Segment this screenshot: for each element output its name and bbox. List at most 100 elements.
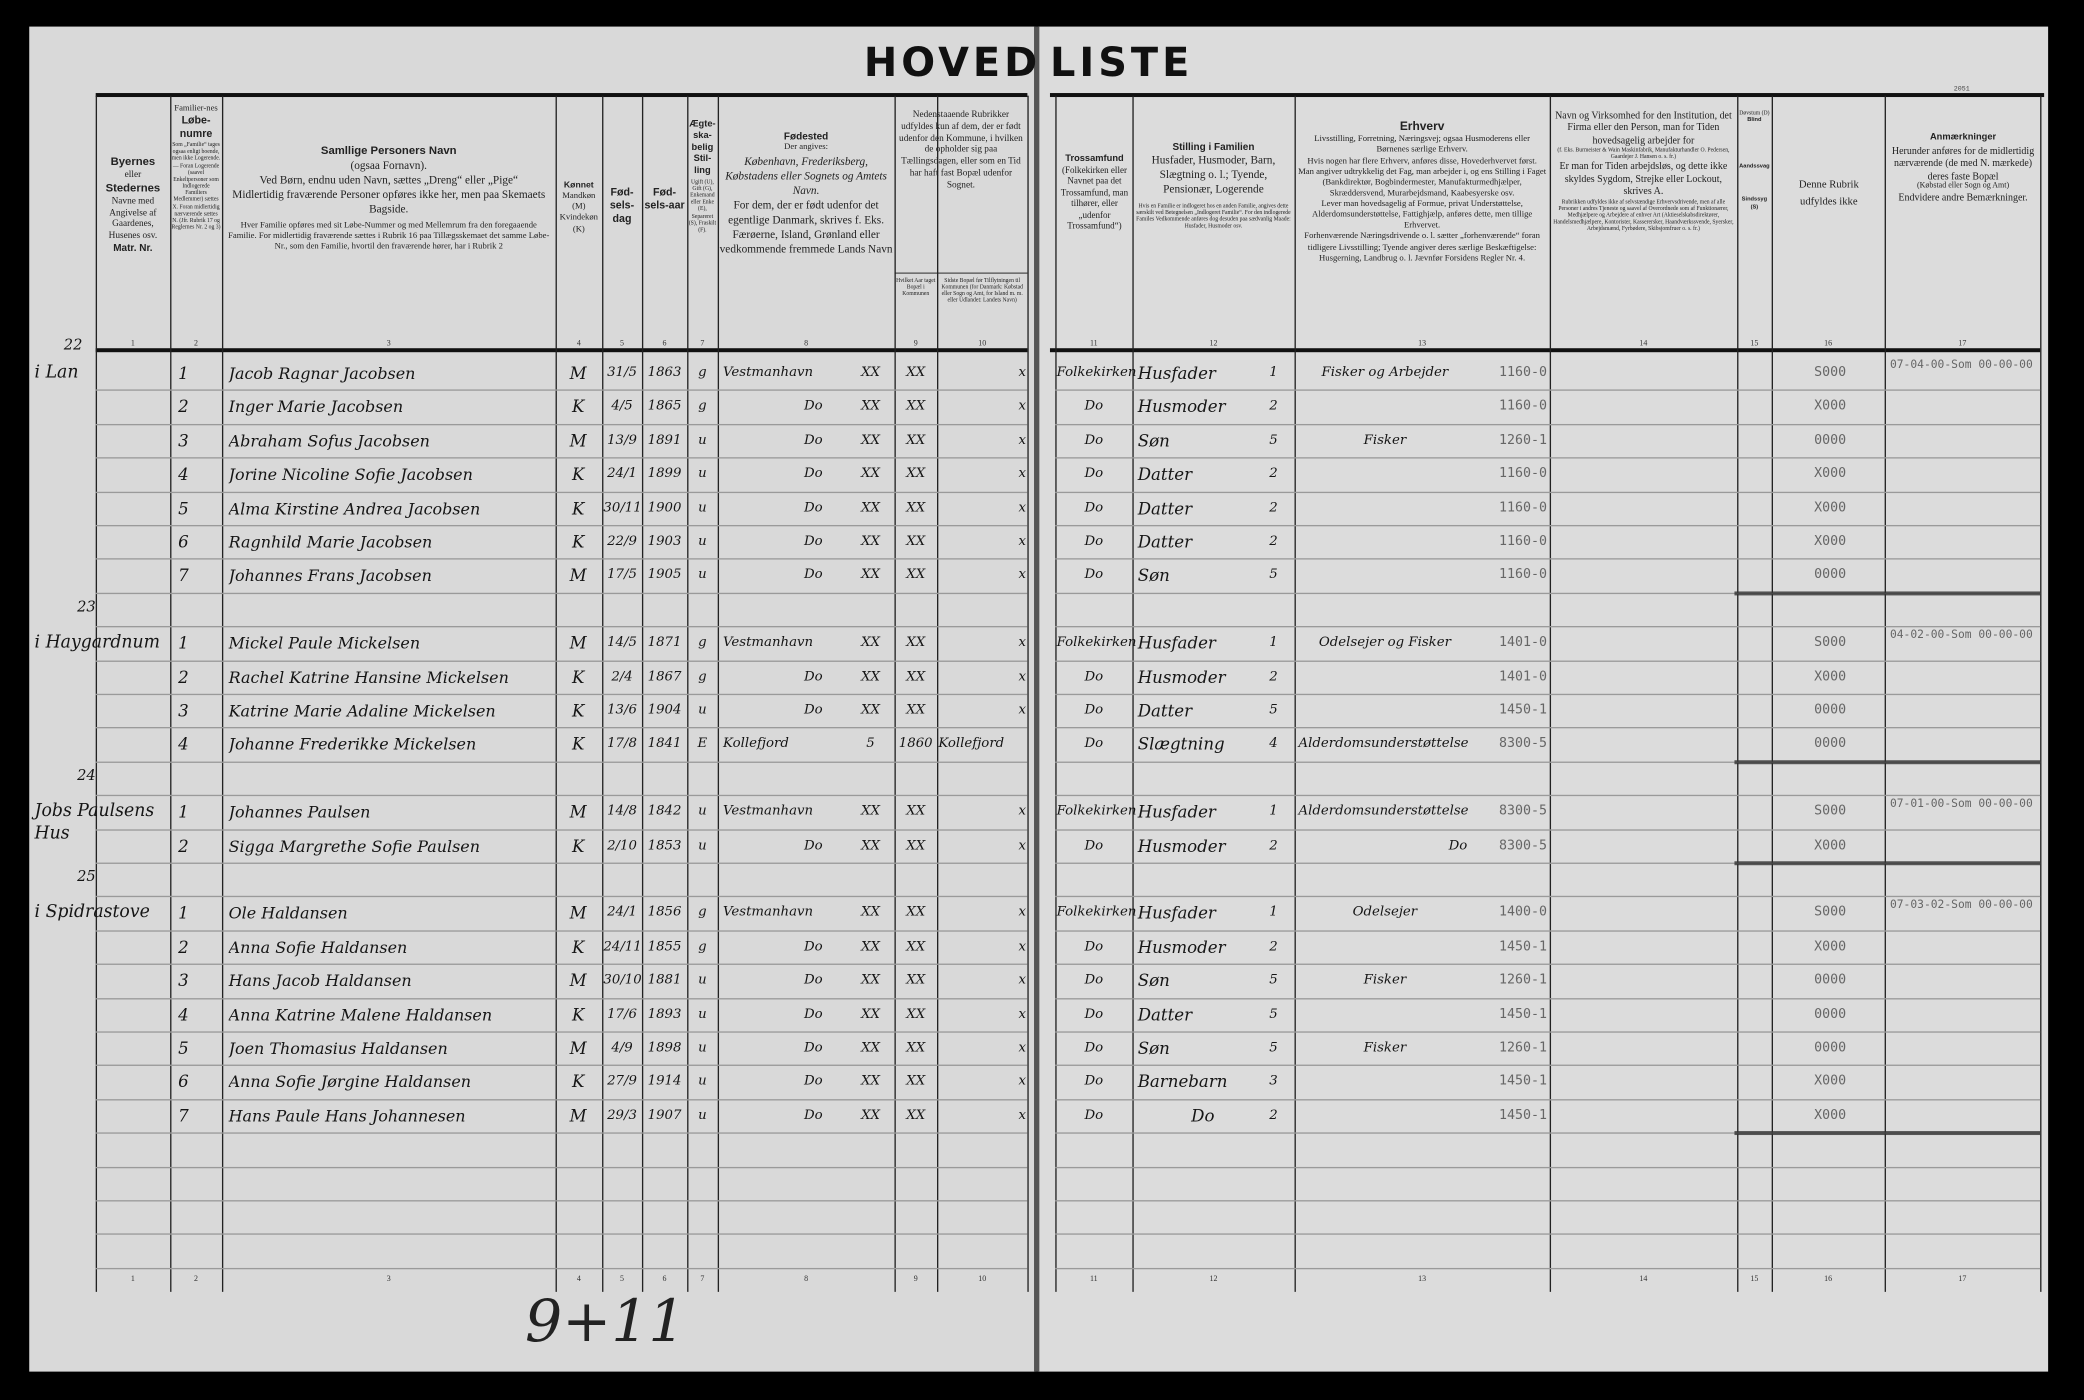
previous-residence: x bbox=[1018, 1108, 1027, 1123]
header-col-12: Stilling i Familien Husfader, Husmoder, B… bbox=[1136, 140, 1291, 229]
sex: M bbox=[569, 565, 587, 586]
person-name: Jorine Nicoline Sofie Jacobsen bbox=[228, 465, 473, 485]
person-name: Johanne Frederikke Mickelsen bbox=[228, 735, 477, 755]
birth-year: 1841 bbox=[647, 736, 682, 752]
person-name: Anna Sofie Jørgine Haldansen bbox=[228, 1073, 472, 1092]
birth-day: 31/5 bbox=[607, 365, 637, 381]
column-number: 8 bbox=[804, 340, 809, 349]
previous-residence: x bbox=[1018, 568, 1027, 583]
year-settled: XX bbox=[906, 365, 926, 381]
previous-residence: Kollefjord bbox=[938, 736, 1005, 752]
column-number-footer: 13 bbox=[1418, 1275, 1427, 1284]
birthplace: Do bbox=[804, 838, 823, 853]
religion: Do bbox=[1084, 568, 1104, 583]
row-rule bbox=[95, 727, 1028, 729]
sex: K bbox=[571, 396, 585, 417]
year-settled: XX bbox=[906, 1040, 926, 1056]
person-name: Alma Kirstine Andrea Jacobsen bbox=[228, 499, 481, 518]
family-number: 25 bbox=[77, 868, 96, 886]
birthplace: Do bbox=[804, 973, 823, 988]
column-number: 4 bbox=[576, 340, 581, 349]
birthplace-mark: XX bbox=[861, 466, 881, 482]
header-col-4: Kønnet Mandkøn (M) Kvindekøn (K) bbox=[559, 180, 599, 234]
family-position: Datter bbox=[1137, 531, 1193, 552]
family-position: Datter bbox=[1137, 497, 1193, 518]
year-settled: XX bbox=[906, 433, 926, 448]
religion: Do bbox=[1084, 736, 1104, 752]
birth-year: 1907 bbox=[647, 1108, 682, 1123]
person-name: Jacob Ragnar Jacobsen bbox=[228, 364, 416, 383]
civil-status: u bbox=[698, 500, 707, 516]
religion: Do bbox=[1084, 703, 1104, 718]
row-rule bbox=[95, 1267, 1028, 1270]
family-serial-no: 2 bbox=[178, 666, 189, 687]
family-serial-no: 4 bbox=[178, 734, 189, 755]
column-number-footer: 7 bbox=[700, 1275, 705, 1284]
statistics-code: X000 bbox=[1814, 466, 1847, 482]
row-rule bbox=[1055, 1132, 2041, 1134]
column-number: 12 bbox=[1209, 340, 1218, 349]
birthplace: Do bbox=[804, 669, 823, 684]
family-serial-no: 7 bbox=[178, 565, 189, 586]
occupation-code: 8300-5 bbox=[1499, 838, 1548, 853]
statistics-code: S000 bbox=[1814, 804, 1847, 819]
column-rule bbox=[2040, 95, 2042, 1292]
occupation: Alderdomsunderstøttelse bbox=[1298, 804, 1469, 819]
religion: Do bbox=[1084, 1108, 1104, 1123]
row-rule bbox=[95, 896, 1028, 898]
civil-status: g bbox=[698, 939, 707, 955]
row-rule bbox=[95, 795, 1028, 797]
statistics-code: X000 bbox=[1814, 534, 1847, 549]
family-end-stroke bbox=[1734, 759, 2041, 764]
statistics-code: 0000 bbox=[1814, 736, 1847, 752]
birth-day: 2/4 bbox=[611, 669, 633, 684]
occupation-code: 1450-1 bbox=[1499, 1074, 1548, 1090]
year-settled: XX bbox=[906, 838, 926, 853]
birth-day: 24/1 bbox=[607, 905, 637, 921]
sex: K bbox=[571, 531, 585, 552]
birthplace: Vestmanhavn bbox=[723, 905, 814, 921]
person-name: Abraham Sofus Jacobsen bbox=[228, 431, 430, 451]
column-number-footer: 4 bbox=[576, 1275, 581, 1284]
column-number: 1 bbox=[130, 340, 135, 349]
occupation bbox=[1302, 999, 1467, 1031]
column-number-footer: 17 bbox=[1958, 1275, 1967, 1284]
previous-residence: x bbox=[1018, 1040, 1027, 1056]
statistics-code: X000 bbox=[1814, 1074, 1847, 1090]
birth-day: 24/1 bbox=[607, 466, 637, 482]
family-position: Husmoder bbox=[1137, 835, 1226, 856]
family-position: Søn bbox=[1137, 970, 1170, 991]
occupation-code: 1260-1 bbox=[1499, 973, 1548, 988]
row-rule bbox=[95, 1200, 1028, 1202]
civil-status: u bbox=[698, 534, 707, 549]
row-rule bbox=[1055, 862, 2041, 864]
row-rule bbox=[95, 1065, 1028, 1067]
birthplace: Vestmanhavn bbox=[723, 365, 814, 381]
position-code: 2 bbox=[1269, 939, 1278, 955]
row-rule bbox=[1055, 491, 2041, 493]
row-rule bbox=[1055, 1065, 2041, 1067]
birth-day: 2/10 bbox=[607, 838, 637, 853]
occupation: Fisker bbox=[1363, 1040, 1407, 1056]
row-rule bbox=[95, 1098, 1028, 1101]
sex: M bbox=[569, 632, 587, 653]
person-name: Johannes Frans Jacobsen bbox=[228, 566, 432, 586]
statistics-code: 0000 bbox=[1814, 703, 1847, 718]
birthplace-mark: XX bbox=[861, 1074, 881, 1090]
birth-day: 24/11 bbox=[603, 939, 642, 955]
family-position: Husmoder bbox=[1137, 396, 1226, 417]
position-code: 2 bbox=[1269, 399, 1278, 414]
religion: Do bbox=[1084, 838, 1104, 853]
family-serial-no: 3 bbox=[178, 430, 189, 451]
position-code: 2 bbox=[1269, 838, 1278, 853]
previous-residence: x bbox=[1018, 1006, 1027, 1022]
birthplace-mark: XX bbox=[861, 804, 881, 819]
right-page bbox=[1038, 26, 2049, 1372]
occupation-code: 1160-0 bbox=[1499, 500, 1548, 516]
civil-status: u bbox=[698, 1074, 707, 1090]
family-serial-no: 2 bbox=[178, 936, 189, 957]
previous-residence: x bbox=[1018, 804, 1027, 819]
row-rule bbox=[1055, 457, 2041, 459]
header-col-2: Familier-nes Løbe-numre Som „Familie“ tage… bbox=[171, 103, 221, 230]
family-position: Husmoder bbox=[1137, 936, 1226, 957]
